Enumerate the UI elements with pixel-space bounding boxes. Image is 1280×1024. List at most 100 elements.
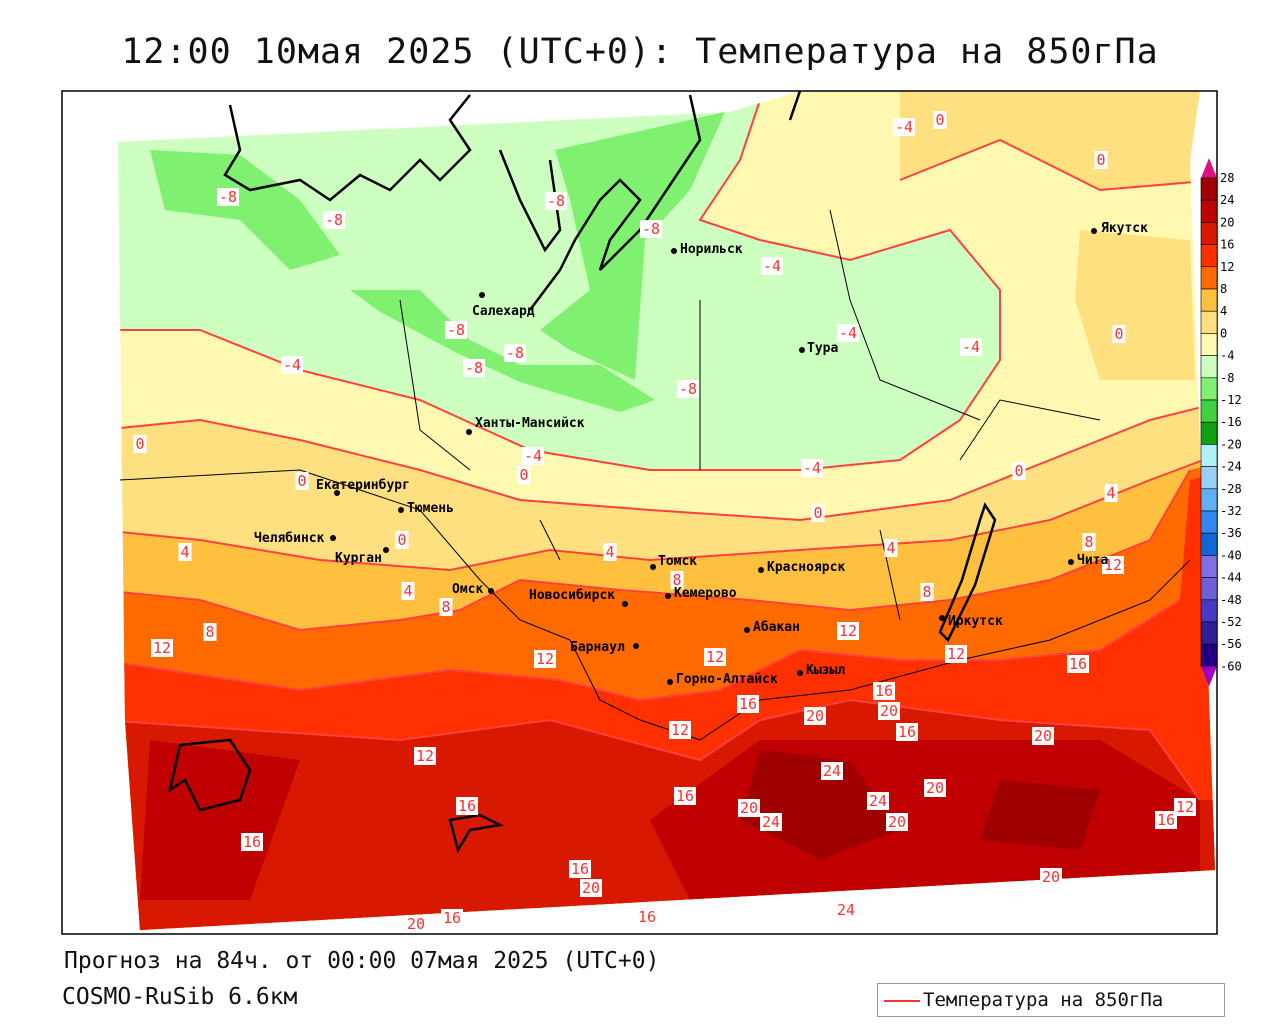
colorbar-tick-label: -32 [1220,504,1242,518]
city-label: Кемерово [674,586,737,601]
contour-labels: -8-8-8-8-4-4 00-8-8-8-8-4-4-400-40 -4 00004… [133,111,1196,933]
contour-label: 12 [536,650,554,668]
band-20-24 [140,740,300,900]
contour-label: 0 [1096,151,1105,169]
contour-label: 20 [888,813,906,831]
colorbar-tick-label: -24 [1220,460,1242,474]
contour-label-bg [1112,325,1126,343]
contour-label-bg [217,188,239,206]
colorbar-tick-label: -4 [1220,349,1234,363]
contour-label: -8 [447,321,465,339]
colorbar-tick-label: -48 [1220,593,1242,607]
colorbar-under-triangle [1201,666,1217,687]
contour-label-bg [441,909,463,927]
contour-label: 24 [869,792,887,810]
band-green-8-12 [350,290,655,412]
city-label: Челябинск [254,531,325,546]
colorbar-tick-label: -56 [1220,637,1242,651]
contour-label-bg [178,543,192,561]
city-dot-icon [744,627,750,633]
contour-label-bg [133,435,147,453]
city-dot-icon [334,490,340,496]
contour-label-bg [933,111,947,129]
contour-label-bg [1067,655,1089,673]
contour-label: 12 [416,747,434,765]
contour-label: 12 [671,721,689,739]
contour-label-bg [761,257,783,275]
contour-label-bg [920,583,934,601]
contour-label: 16 [1157,811,1175,829]
contour-label: 8 [1084,533,1093,551]
borders [119,209,1191,741]
contour-label-bg [456,797,478,815]
contour-label: 16 [898,723,916,741]
contour-label: -4 [962,338,980,356]
contour-label-bg [580,879,602,897]
colorbar-swatch [1200,532,1218,556]
coastline [223,90,802,311]
contour-label-bg [395,531,409,549]
colorbar-swatch [1200,643,1218,667]
colorbar-swatch [1200,621,1218,645]
colorbar-tick-label: 28 [1220,171,1234,185]
contour-label-bg [677,380,699,398]
contour-label-bg [445,321,467,339]
colorbar-tick-label: 0 [1220,326,1227,340]
colorbar-swatch [1200,177,1218,201]
colorbar-tick-label: 24 [1220,193,1234,207]
legend-line-icon [884,1000,920,1002]
contour-label-bg [837,324,859,342]
contour-label-bg [241,833,263,851]
colorbar-tick-label: -20 [1220,437,1242,451]
city-label: Кызыл [806,663,845,678]
contour-label: 16 [458,797,476,815]
band-0-4-yakutsk [1075,230,1195,380]
cities: Салехард Норильск Якутск Тура Ханты-Мансийск… [254,221,1148,687]
contour-label: 24 [823,762,841,780]
contour-label: 16 [443,909,461,927]
contour-label: 4 [1106,484,1115,502]
colorbar-tick-label: -60 [1220,659,1242,673]
contour-label: 4 [886,539,895,557]
city-dot-icon [1068,559,1074,565]
colorbar-swatch [1200,421,1218,445]
contour-label-bg [463,359,485,377]
contour-label: 0 [397,531,406,549]
colorbar-tick-label: -8 [1220,371,1234,385]
contour-label-bg [896,723,918,741]
contour-label-bg [893,118,915,136]
colorbar-tick-label: -52 [1220,615,1242,629]
city-label: Тура [807,341,838,356]
contour-label-bg [545,192,567,210]
city-label: Тюмень [407,501,454,516]
forecast-info: Прогноз на 84ч. от 00:00 07мая 2025 (UTC… [64,948,660,974]
city-dot-icon [797,670,803,676]
contour-label-bg [522,447,544,465]
city-dot-icon [633,643,639,649]
temperature-field [118,91,1215,930]
contour-label: 20 [740,799,758,817]
contour-label: -8 [547,192,565,210]
colorbar-tick-label: -16 [1220,415,1242,429]
contour-label: -4 [839,324,857,342]
city-dot-icon [383,547,389,553]
colorbar-swatch [1200,599,1218,623]
colorbar-swatch [1200,555,1218,578]
city-label: Горно-Алтайск [676,672,778,687]
colorbar-over-triangle [1201,158,1217,178]
colorbar-swatch [1200,399,1218,423]
band-green-8-12 [540,112,725,380]
contour-label: 8 [441,598,450,616]
contour-label: 16 [739,695,757,713]
colorbar-tick-label: 20 [1220,215,1234,229]
contour-label: -4 [803,459,821,477]
city-label: Екатеринбург [316,478,410,493]
contour-label-bg [534,650,556,668]
contour-label-bg [801,459,823,477]
colorbar-swatch [1200,288,1218,312]
city-label: Ханты-Мансийск [475,416,585,431]
contour-label: 16 [875,682,893,700]
contour-label-bg [704,648,726,666]
contour-label: -8 [642,220,660,238]
